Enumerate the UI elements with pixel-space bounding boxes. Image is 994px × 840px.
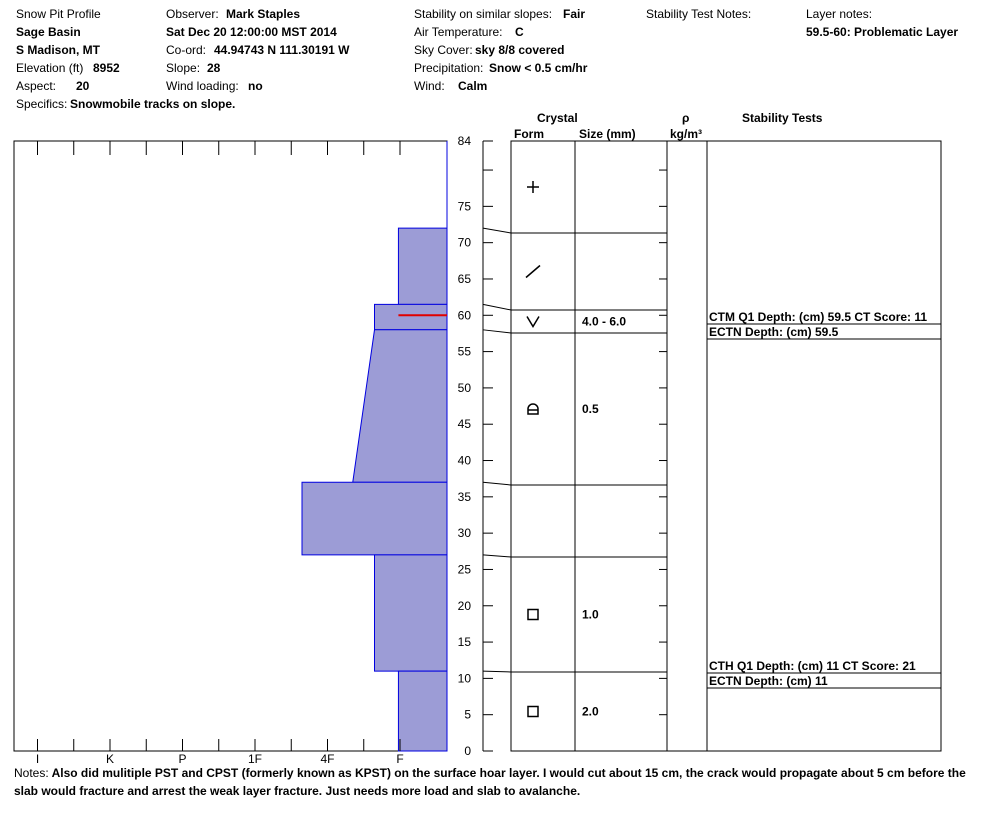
depth-tick-label: 75 [458,199,472,213]
wind-loading-value: no [248,79,263,93]
specifics-value: Snowmobile tracks on slope. [70,97,236,111]
layer-connector [482,303,512,311]
wind-label: Wind: [414,79,445,93]
surface-hoar-icon [526,316,540,328]
layer-connector [482,329,512,334]
stability-test-text: CTM Q1 Depth: (cm) 59.5 CT Score: 11 [709,310,927,324]
stability-test-notes-label: Stability Test Notes: [646,7,752,21]
hardness-layer-6 [397,670,448,752]
coord-value: 44.94743 N 111.30191 W [214,43,350,57]
layer-notes-value: 59.5-60: Problematic Layer [806,25,959,39]
layer-connector [482,554,512,558]
wind-value: Calm [458,79,488,93]
hardness-layer-1 [397,227,448,305]
sky-label: Sky Cover: [414,43,473,57]
slope-value: 28 [207,61,221,75]
observer-value: Mark Staples [226,7,301,21]
depth-tick-label: 35 [458,490,472,504]
faceted-icon [527,705,539,718]
layer-connector [482,670,512,673]
crystal-size: 4.0 - 6.0 [582,315,626,329]
stability-test-text: ECTN Depth: (cm) 11 [709,674,828,688]
depth-tick-label: 20 [458,599,472,613]
hardness-layer-5 [374,554,448,672]
slope-label: Slope: [166,61,201,75]
hardness-label: I [36,752,39,766]
crystal-header: Crystal [537,111,578,125]
size-header: Size (mm) [579,127,636,141]
depth-tick-label: 10 [458,671,472,685]
crystal-size: 2.0 [582,705,599,719]
depth-tick-label: 45 [458,417,472,431]
precip-label: Precipitation: [414,61,484,75]
depth-tick-label: 55 [458,345,472,359]
layer-connector [482,481,512,486]
hardness-label: F [396,752,403,766]
stability-tests-frame [706,140,942,752]
hardness-label: 1F [248,752,262,766]
observer-label: Observer: [166,7,219,21]
wind-loading-label: Wind loading: [166,79,239,93]
aspect-value: 20 [76,79,90,93]
specifics-label: Specifics: [16,97,68,111]
notes-text: Also did mulitiple PST and CPST (formerl… [14,766,966,798]
depth-tick-label: 0 [464,744,471,758]
form-header: Form [514,127,544,141]
depth-tick-label: 5 [464,708,471,722]
depth-tick-label: 15 [458,635,472,649]
depth-tick-label: 60 [458,308,472,322]
hardness-layer-2 [374,303,448,331]
hardness-label: P [178,752,186,766]
density-unit-header: kg/m³ [670,127,703,141]
coord-label: Co-ord: [166,43,207,57]
stability-test-text: CTH Q1 Depth: (cm) 11 CT Score: 21 [709,659,916,673]
elevation-label: Elevation (ft) [16,61,84,75]
hardness-layer-4 [301,481,448,556]
crystal-size: 0.5 [582,402,599,416]
precip-value: Snow < 0.5 cm/hr [489,61,588,75]
depth-tick-label: 65 [458,272,472,286]
depth-tick-label: 50 [458,381,472,395]
hardness-label: K [106,752,114,766]
profile-title: Snow Pit Profile [16,7,101,21]
stability-label: Stability on similar slopes: [414,7,553,21]
depth-tick-label: 70 [458,236,472,250]
elevation-value: 8952 [93,61,120,75]
layer-connector [482,227,512,234]
location-name: Sage Basin [16,25,81,39]
decomposing-icon [525,264,541,279]
aspect-label: Aspect: [16,79,57,93]
layer-notes-label: Layer notes: [806,7,873,21]
depth-tick-label: 40 [458,454,472,468]
crystal-size: 1.0 [582,608,599,622]
notes: Notes: Also did mulitiple PST and CPST (… [14,764,974,800]
stability-test-text: ECTN Depth: (cm) 59.5 [709,325,839,339]
stability-tests-header: Stability Tests [742,111,823,125]
hardness-label: 4F [320,752,334,766]
notes-label: Notes: [14,766,49,780]
air-temp-label: Air Temperature: [414,25,503,39]
stability-value: Fair [563,7,586,21]
depth-tick-label: 25 [458,562,472,576]
sky-value: sky 8/8 covered [475,43,565,57]
air-temp-value: C [515,25,524,39]
rho-header: ρ [682,111,690,125]
observation-datetime: Sat Dec 20 12:00:00 MST 2014 [166,25,337,39]
faceted-icon [527,608,539,621]
depth-tick-label: 84 [458,134,472,148]
region: S Madison, MT [16,43,100,57]
depth-tick-label: 30 [458,526,472,540]
faceted-rounded-icon [527,403,539,415]
